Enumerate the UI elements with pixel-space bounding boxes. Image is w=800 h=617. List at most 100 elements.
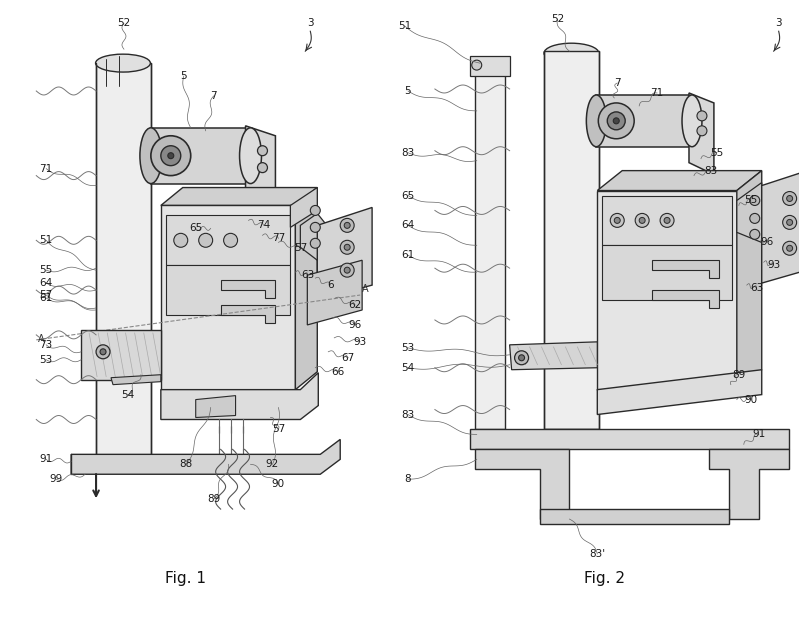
Circle shape bbox=[100, 349, 106, 355]
Polygon shape bbox=[762, 168, 800, 283]
Text: 67: 67 bbox=[342, 353, 355, 363]
Ellipse shape bbox=[239, 128, 262, 184]
Polygon shape bbox=[545, 51, 599, 429]
Polygon shape bbox=[709, 449, 789, 519]
Circle shape bbox=[310, 205, 320, 215]
Polygon shape bbox=[598, 191, 737, 389]
Text: 51: 51 bbox=[398, 21, 412, 31]
Circle shape bbox=[786, 246, 793, 251]
Text: 73: 73 bbox=[40, 340, 53, 350]
Text: 54: 54 bbox=[402, 363, 414, 373]
Ellipse shape bbox=[544, 43, 599, 63]
Text: A: A bbox=[362, 284, 369, 294]
Text: 55: 55 bbox=[40, 265, 53, 275]
Circle shape bbox=[151, 136, 190, 176]
Circle shape bbox=[258, 163, 267, 173]
Circle shape bbox=[518, 355, 525, 361]
Text: 88: 88 bbox=[179, 459, 192, 470]
Polygon shape bbox=[166, 265, 290, 315]
Text: 83: 83 bbox=[704, 165, 718, 176]
Text: 63: 63 bbox=[750, 283, 763, 293]
Text: 89: 89 bbox=[207, 494, 220, 504]
Polygon shape bbox=[470, 56, 510, 76]
Text: 71: 71 bbox=[40, 164, 53, 173]
Polygon shape bbox=[596, 95, 692, 147]
Text: 74: 74 bbox=[257, 220, 270, 230]
Polygon shape bbox=[474, 61, 505, 429]
Text: A: A bbox=[38, 334, 45, 344]
Text: 93: 93 bbox=[767, 260, 780, 270]
Polygon shape bbox=[161, 373, 318, 420]
Circle shape bbox=[310, 238, 320, 248]
Polygon shape bbox=[474, 449, 570, 519]
Circle shape bbox=[786, 220, 793, 225]
Polygon shape bbox=[737, 171, 762, 389]
Circle shape bbox=[514, 351, 529, 365]
Text: 7: 7 bbox=[210, 91, 217, 101]
Text: 55: 55 bbox=[744, 196, 758, 205]
Circle shape bbox=[697, 111, 707, 121]
Circle shape bbox=[344, 267, 350, 273]
Circle shape bbox=[750, 213, 760, 223]
Text: 5: 5 bbox=[405, 86, 411, 96]
Ellipse shape bbox=[682, 95, 702, 147]
Circle shape bbox=[340, 263, 354, 277]
Circle shape bbox=[310, 222, 320, 233]
Polygon shape bbox=[161, 205, 295, 389]
Text: 3: 3 bbox=[307, 19, 314, 28]
Text: 92: 92 bbox=[266, 459, 279, 470]
Text: 64: 64 bbox=[40, 278, 53, 288]
Text: 57: 57 bbox=[294, 243, 307, 253]
Polygon shape bbox=[539, 509, 729, 524]
Polygon shape bbox=[290, 188, 318, 228]
Circle shape bbox=[782, 241, 797, 255]
Text: 55: 55 bbox=[710, 147, 723, 158]
Text: 96: 96 bbox=[349, 320, 362, 330]
Circle shape bbox=[660, 213, 674, 228]
Text: 65: 65 bbox=[402, 191, 414, 201]
Circle shape bbox=[96, 345, 110, 358]
Text: 96: 96 bbox=[760, 238, 774, 247]
Text: 66: 66 bbox=[331, 366, 345, 377]
Text: 93: 93 bbox=[354, 337, 366, 347]
Polygon shape bbox=[151, 128, 250, 184]
Text: 7: 7 bbox=[614, 78, 621, 88]
Polygon shape bbox=[598, 171, 762, 191]
Polygon shape bbox=[689, 93, 714, 175]
Text: Fig. 1: Fig. 1 bbox=[166, 571, 206, 586]
Text: 64: 64 bbox=[402, 220, 414, 230]
Circle shape bbox=[610, 213, 624, 228]
Text: 52: 52 bbox=[551, 14, 564, 24]
Polygon shape bbox=[602, 196, 732, 246]
Text: 63: 63 bbox=[302, 270, 315, 280]
Polygon shape bbox=[71, 439, 340, 474]
Polygon shape bbox=[652, 260, 719, 278]
Text: 83': 83' bbox=[590, 549, 606, 559]
Circle shape bbox=[198, 233, 213, 247]
Circle shape bbox=[344, 244, 350, 251]
Circle shape bbox=[697, 126, 707, 136]
Circle shape bbox=[258, 146, 267, 155]
Polygon shape bbox=[111, 375, 161, 384]
Circle shape bbox=[598, 103, 634, 139]
Polygon shape bbox=[510, 342, 598, 370]
Circle shape bbox=[174, 233, 188, 247]
Text: 91: 91 bbox=[40, 454, 53, 465]
Text: 62: 62 bbox=[349, 300, 362, 310]
Text: 65: 65 bbox=[189, 223, 202, 233]
Polygon shape bbox=[166, 215, 290, 265]
Text: 6: 6 bbox=[327, 280, 334, 290]
Polygon shape bbox=[318, 207, 372, 300]
Text: 54: 54 bbox=[122, 389, 134, 400]
Circle shape bbox=[635, 213, 649, 228]
Text: 90: 90 bbox=[744, 395, 758, 405]
Circle shape bbox=[639, 217, 645, 223]
Text: 57: 57 bbox=[272, 424, 285, 434]
Circle shape bbox=[161, 146, 181, 165]
Circle shape bbox=[782, 191, 797, 205]
Text: 51: 51 bbox=[40, 235, 53, 246]
Ellipse shape bbox=[586, 95, 606, 147]
Ellipse shape bbox=[95, 54, 150, 72]
Text: 90: 90 bbox=[272, 479, 285, 489]
Polygon shape bbox=[737, 183, 769, 246]
